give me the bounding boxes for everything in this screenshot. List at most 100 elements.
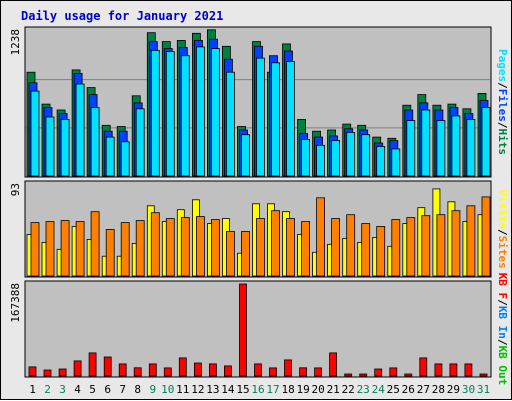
day-label: 11 (176, 383, 189, 396)
kbf-bar (434, 363, 443, 377)
pages-bar (316, 144, 326, 177)
kbf-bar (163, 367, 172, 377)
sites-bar (210, 219, 220, 277)
sites-bar (90, 211, 100, 277)
day-axis: 1 2 3 4 5 6 7 8 9 10 11 12 13 14 15 16 17 18 19 20 21 22 23 24 2… (29, 383, 490, 396)
kbf-bar (118, 363, 127, 377)
kbf-bar (178, 357, 187, 377)
day-label: 13 (206, 383, 219, 396)
pages-bar (466, 119, 476, 177)
sites-bar (391, 219, 401, 277)
day-label: 14 (221, 383, 235, 396)
pages-bar (451, 115, 461, 177)
day-label: 27 (417, 383, 430, 396)
pages-bar (346, 131, 356, 177)
chart-title: Daily usage for January 2021 (21, 9, 223, 23)
pages-bar (331, 140, 341, 177)
sites-bar (180, 217, 190, 277)
sites-bar (436, 214, 446, 277)
top-panel: 1238 Pages/Files/Hits (9, 26, 509, 178)
pages-bar (436, 120, 446, 177)
kbf-bar (329, 352, 338, 377)
day-label: 29 (447, 383, 460, 396)
kbf-bar (88, 352, 97, 377)
day-label: 10 (161, 383, 174, 396)
pages-bar (256, 57, 265, 177)
kbf-bar (269, 367, 277, 377)
pages-bar (165, 51, 175, 177)
day-label: 5 (89, 383, 96, 396)
pages-bar (271, 62, 280, 177)
day-label: 8 (134, 383, 141, 396)
top-axis-max-label: 1238 (9, 29, 22, 56)
day-label: 16 (251, 383, 264, 396)
day-label: 31 (477, 383, 490, 396)
day-label: 19 (296, 383, 309, 396)
middle-legend: Visits/Sites (496, 189, 509, 269)
kbf-bar (58, 368, 67, 377)
sites-bar (195, 216, 205, 277)
day-label: 3 (59, 383, 66, 396)
kbf-bar (284, 359, 292, 377)
day-label: 22 (342, 383, 355, 396)
kbf-bar (43, 369, 52, 377)
sites-bar (466, 205, 476, 277)
pages-bar (75, 83, 85, 177)
kbf-bar (449, 363, 458, 377)
kbf-bar (464, 363, 473, 377)
day-label: 21 (327, 383, 340, 396)
kbf-bar (208, 363, 217, 377)
day-label: 18 (281, 383, 294, 396)
day-label: 25 (387, 383, 400, 396)
pages-bar (195, 46, 205, 177)
day-label: 1 (29, 383, 36, 396)
day-label: 2 (44, 383, 51, 396)
pages-bar (481, 107, 491, 177)
top-legend: Pages/Files/Hits (496, 49, 509, 155)
sites-bar (225, 231, 235, 277)
bottom-legend: KB F/KB In/KB Out (496, 273, 509, 386)
kbf-bar (389, 367, 398, 377)
pages-bar (90, 107, 100, 177)
pages-bar (406, 120, 416, 177)
kbf-bar (344, 373, 353, 377)
pages-bar (210, 48, 220, 177)
pages-bar (225, 71, 235, 177)
sites-bar (421, 215, 431, 277)
day-label: 7 (119, 383, 126, 396)
day-label: 28 (432, 383, 445, 396)
sites-bar (135, 220, 145, 277)
bottom-panel: 167388 KB F/KB In/KB Out (9, 273, 509, 386)
kbf-bar (73, 360, 82, 377)
pages-bar (286, 61, 295, 177)
pages-bar (376, 146, 386, 177)
day-label: 23 (357, 383, 370, 396)
sites-bar (301, 221, 311, 277)
day-label: 26 (402, 383, 415, 396)
kbf-bar (254, 363, 262, 377)
kbf-bar (374, 368, 383, 377)
pages-bar (45, 116, 55, 177)
sites-bar (286, 218, 295, 277)
day-label: 24 (372, 383, 386, 396)
pages-bar (361, 134, 371, 177)
pages-bar (301, 138, 311, 177)
sites-bar (241, 231, 250, 277)
kbf-bar (479, 373, 488, 377)
pages-bar (150, 50, 160, 177)
sites-bar (75, 221, 85, 277)
pages-bar (135, 108, 145, 177)
sites-bar (361, 223, 371, 277)
bottom-axis-max-label: 167388 (9, 283, 22, 323)
pages-bar (30, 90, 40, 177)
day-label: 9 (149, 383, 156, 396)
pages-bar (421, 109, 431, 177)
kbf-bar (28, 366, 37, 377)
day-label: 20 (311, 383, 324, 396)
sites-bar (331, 218, 341, 277)
sites-bar (256, 218, 265, 277)
sites-bar (45, 221, 55, 277)
sites-bar (451, 210, 461, 277)
sites-bar (120, 222, 130, 277)
